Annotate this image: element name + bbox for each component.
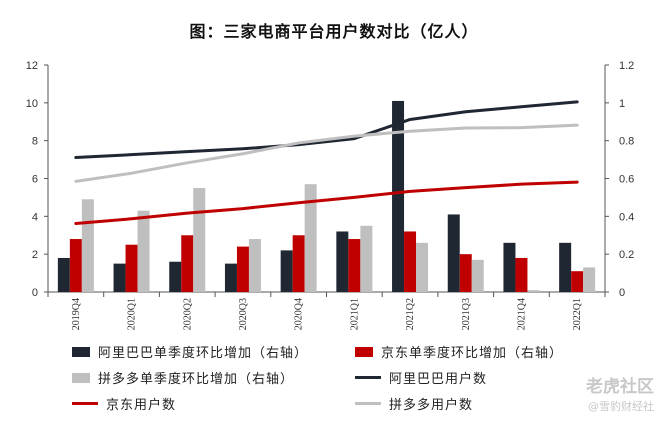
left-tick-label: 12	[26, 60, 38, 72]
left-tick-label: 10	[26, 98, 38, 110]
bar-2-2	[193, 187, 206, 292]
bar-0-2	[169, 261, 182, 292]
watermark-sub: @雪豹财经社	[588, 400, 654, 413]
category-label: 2020Q3	[238, 298, 249, 330]
line-series-2	[74, 123, 579, 183]
category-label: 2021Q2	[405, 298, 416, 330]
category-label: 2019Q4	[71, 298, 82, 330]
chart-title: 图：三家电商平台用户数对比（亿人）	[189, 22, 479, 41]
legend-label: 京东单季度环比增加（右轴）	[381, 346, 564, 361]
bar-0-7	[447, 214, 460, 292]
bar-0-9	[559, 242, 572, 292]
watermark-brand: 老虎社区	[586, 377, 654, 397]
left-tick-label: 4	[32, 211, 38, 223]
right-tick-label: 0.6	[619, 174, 634, 186]
legend-swatch	[355, 376, 381, 379]
legend-item-pdd-line: 拼多多用户数	[355, 394, 473, 413]
legend-item-jd-line: 京东用户数	[72, 394, 176, 413]
bar-0-8	[503, 242, 516, 292]
bar-2-0	[81, 199, 94, 292]
bar-1-3	[236, 246, 249, 292]
bar-0-5	[336, 231, 349, 292]
right-tick-label: 0.2	[619, 249, 634, 261]
legend-swatch	[72, 372, 90, 383]
category-label: 2021Q4	[516, 298, 527, 330]
bar-2-6	[416, 242, 429, 292]
right-tick-label: 0.4	[619, 211, 634, 223]
bar-1-0	[69, 239, 82, 292]
legend-item-alibaba-bar: 阿里巴巴单季度环比增加（右轴）	[72, 342, 308, 361]
bar-2-1	[137, 210, 150, 292]
bar-2-8	[527, 290, 540, 292]
line-series-1	[74, 180, 579, 226]
right-tick-label: 1	[619, 98, 625, 110]
line-series-0	[74, 100, 579, 160]
legend-label: 拼多多单季度环比增加（右轴）	[98, 372, 295, 387]
legend-swatch	[72, 346, 90, 357]
bar-0-4	[280, 250, 293, 292]
category-label: 2020Q1	[127, 298, 138, 330]
bar-2-7	[471, 259, 484, 292]
category-label: 2020Q4	[294, 298, 305, 330]
bar-1-6	[404, 231, 417, 292]
bar-1-4	[292, 235, 305, 292]
bar-0-3	[224, 263, 237, 292]
legend-swatch	[355, 346, 373, 357]
legend-label: 京东用户数	[106, 398, 177, 413]
bar-1-5	[348, 239, 361, 292]
legend-item-alibaba-line: 阿里巴巴用户数	[355, 368, 487, 387]
right-tick-label: 0	[619, 287, 625, 299]
bar-2-4	[304, 184, 317, 292]
left-tick-label: 0	[32, 287, 38, 299]
left-tick-label: 2	[32, 249, 38, 261]
legend: 阿里巴巴单季度环比增加（右轴） 京东单季度环比增加（右轴） 拼多多单季度环比增加…	[0, 336, 668, 426]
bar-1-8	[515, 257, 528, 292]
right-tick-label: 0.8	[619, 136, 634, 148]
legend-label: 拼多多用户数	[389, 398, 474, 413]
bar-2-5	[360, 225, 373, 292]
bar-0-0	[57, 257, 70, 292]
legend-swatch	[72, 402, 98, 405]
right-tick-label: 1.2	[619, 60, 634, 72]
bar-0-1	[113, 263, 126, 292]
legend-label: 阿里巴巴单季度环比增加（右轴）	[98, 346, 309, 361]
legend-label: 阿里巴巴用户数	[389, 372, 488, 387]
bar-1-9	[571, 271, 584, 292]
left-tick-label: 6	[32, 174, 38, 186]
category-label: 2021Q3	[461, 298, 472, 330]
bar-2-9	[583, 267, 596, 292]
bar-1-2	[181, 235, 194, 292]
left-tick-label: 8	[32, 136, 38, 148]
bar-1-1	[125, 244, 138, 292]
category-label: 2021Q1	[349, 298, 360, 330]
legend-item-pdd-bar: 拼多多单季度环比增加（右轴）	[72, 368, 294, 387]
category-label: 2020Q2	[182, 298, 193, 330]
bar-1-7	[459, 254, 472, 292]
bar-2-3	[248, 239, 261, 292]
bar-0-6	[392, 100, 405, 292]
legend-item-jd-bar: 京东单季度环比增加（右轴）	[355, 342, 563, 361]
legend-swatch	[355, 402, 381, 405]
category-label: 2022Q1	[572, 298, 583, 330]
